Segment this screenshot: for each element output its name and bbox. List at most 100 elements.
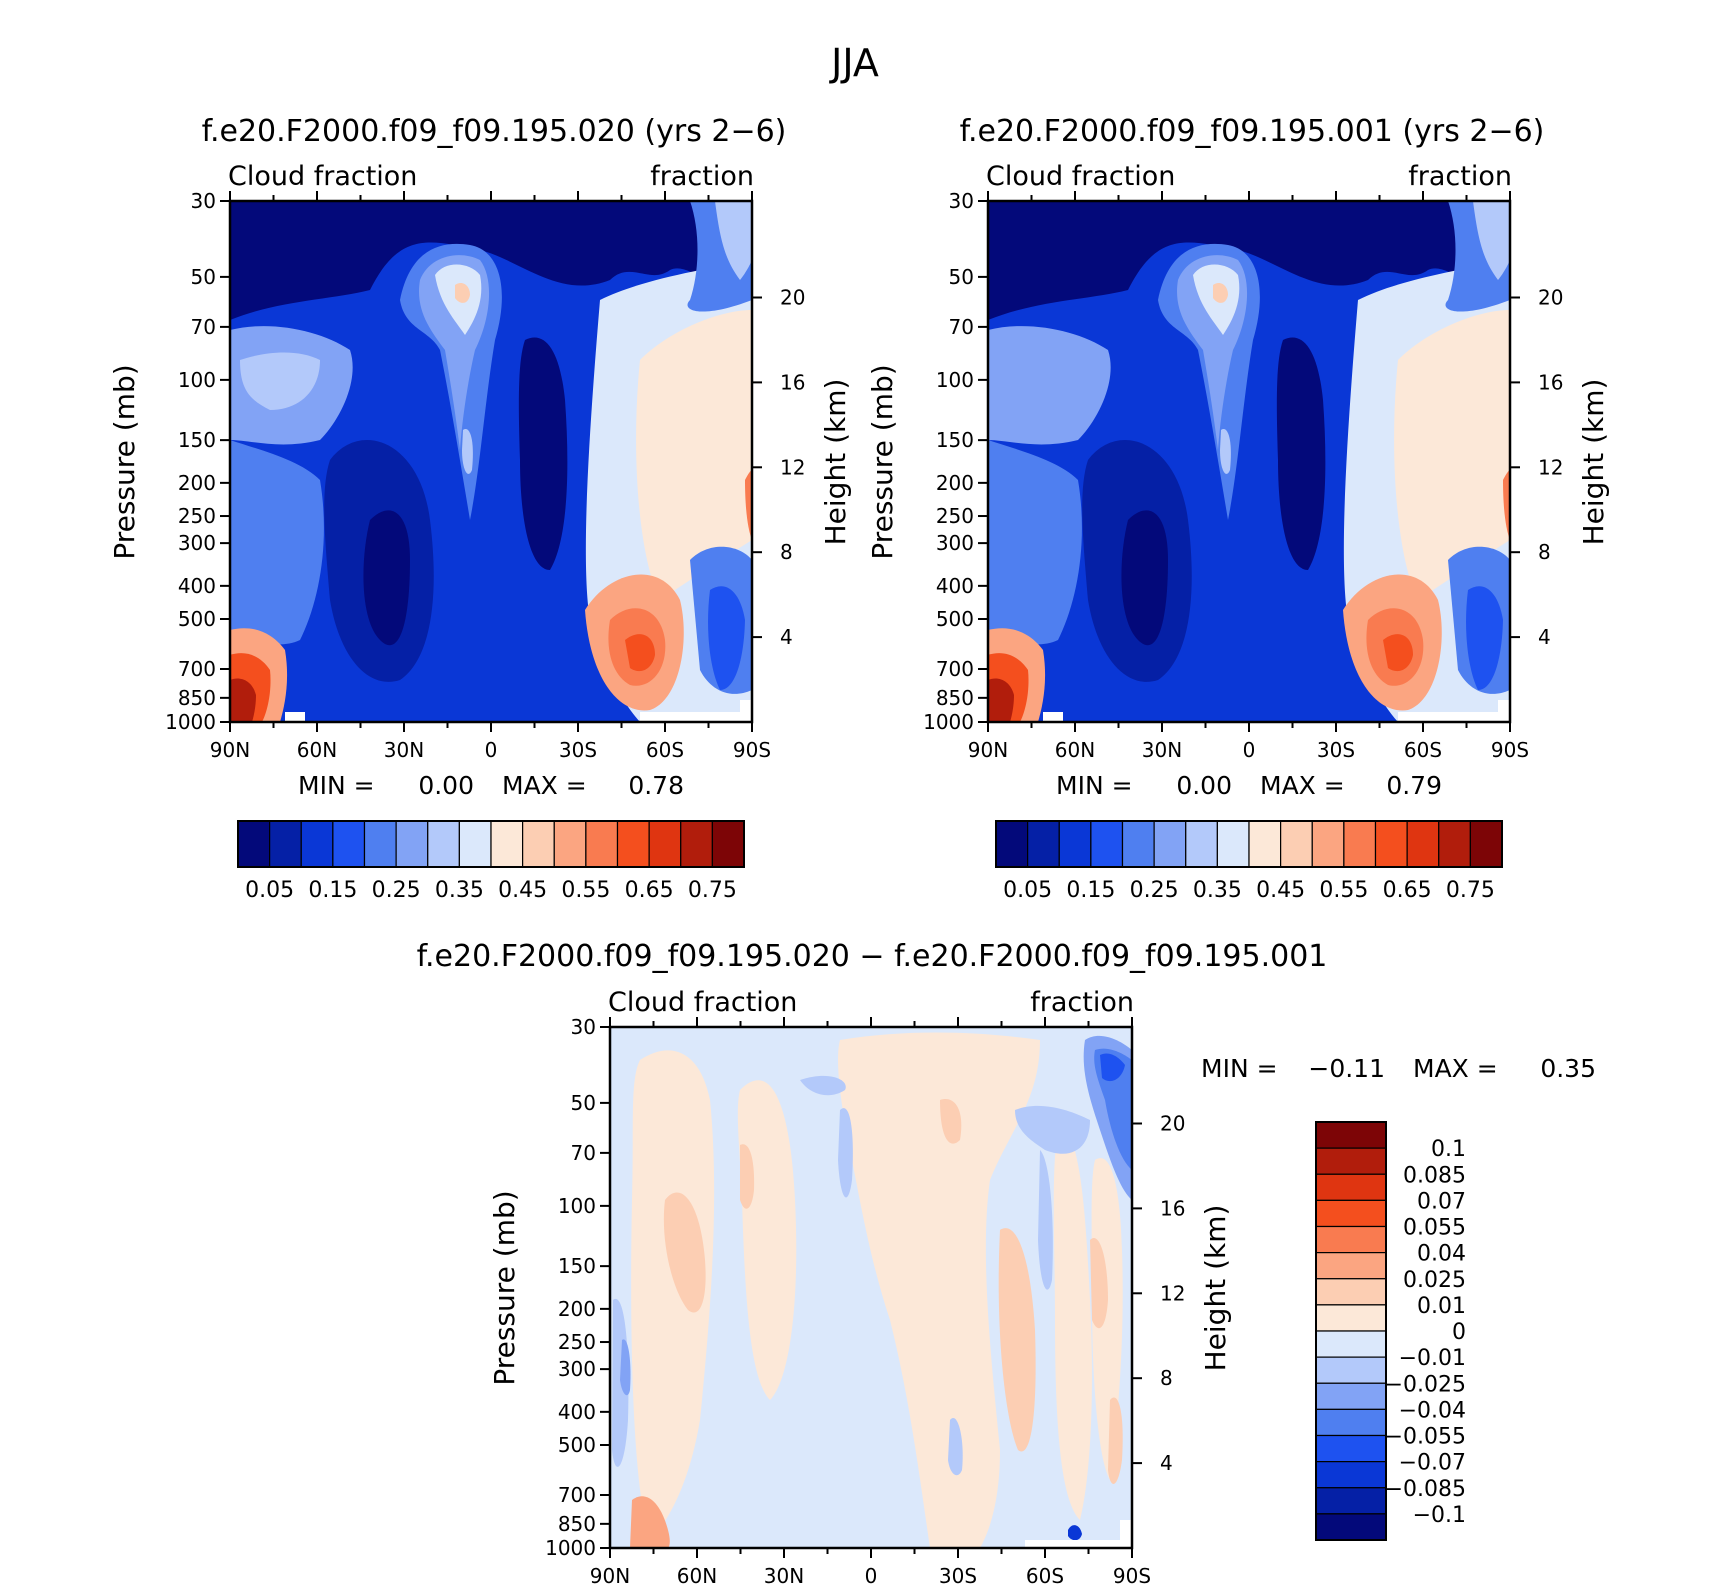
colorbar-swatch bbox=[427, 820, 460, 868]
x-tick-label: 0 bbox=[485, 738, 498, 762]
panel-difference: f.e20.F2000.f09_f09.195.020 − f.e20.F200… bbox=[417, 939, 1596, 1588]
x-tick-label: 60S bbox=[1026, 1564, 1064, 1588]
colorbar-frame bbox=[1315, 1121, 1387, 1541]
height-tick-label: 16 bbox=[1160, 1196, 1185, 1220]
colorbar-label: 0.75 bbox=[1446, 878, 1495, 903]
y-tick-label: 70 bbox=[191, 315, 216, 339]
colorbar-swatch bbox=[1343, 820, 1377, 868]
y-tick-label: 400 bbox=[936, 574, 974, 598]
colorbar-swatch bbox=[1315, 1382, 1387, 1410]
y-tick-label: 1000 bbox=[923, 710, 974, 734]
colorbar-label: 0.65 bbox=[625, 878, 674, 903]
y-tick-label: 700 bbox=[936, 657, 974, 681]
colorbar-label: 0.05 bbox=[245, 878, 294, 903]
x-tick-label: 30S bbox=[939, 1564, 977, 1588]
y-tick-label: 300 bbox=[558, 1357, 596, 1381]
colorbar-swatch bbox=[553, 820, 587, 868]
y-axis-label: Pressure (mb) bbox=[866, 364, 899, 559]
colorbar-swatch bbox=[1027, 820, 1060, 868]
colorbar-label: 0.25 bbox=[1130, 878, 1179, 903]
colorbar-label: 0.025 bbox=[1403, 1268, 1466, 1293]
figure-title: JJA bbox=[829, 41, 879, 85]
panel-right-label: fraction bbox=[1030, 987, 1134, 1018]
max-label: MAX = bbox=[502, 771, 587, 800]
y-tick-label: 70 bbox=[571, 1141, 596, 1165]
colorbar-swatch bbox=[458, 820, 492, 868]
colorbar-swatch bbox=[1121, 820, 1155, 868]
panel-right-label: fraction bbox=[1408, 161, 1512, 192]
height-tick-label: 4 bbox=[1538, 625, 1551, 649]
height-tick-label: 4 bbox=[780, 625, 793, 649]
colorbar-label: 0.055 bbox=[1403, 1216, 1466, 1241]
x-tick-label: 90S bbox=[1491, 738, 1529, 762]
height-tick-label: 8 bbox=[1538, 540, 1551, 564]
colorbar-label: 0.35 bbox=[1193, 878, 1242, 903]
colorbar-swatch bbox=[1438, 820, 1471, 868]
x-tick-label: 60S bbox=[1404, 738, 1442, 762]
max-label: MAX = bbox=[1260, 771, 1345, 800]
colorbar-label: 0.07 bbox=[1417, 1189, 1466, 1214]
colorbar-label: −0.01 bbox=[1399, 1346, 1466, 1371]
colorbar: 0.05 0.15 0.25 0.35 0.45 0.55 0.65 0.75 bbox=[237, 820, 745, 903]
colorbar-label: 0.15 bbox=[1066, 878, 1115, 903]
y-tick-label: 700 bbox=[558, 1483, 596, 1507]
y-tick-label: 250 bbox=[558, 1330, 596, 1354]
height-tick-label: 12 bbox=[1160, 1281, 1185, 1305]
y-tick-label: 150 bbox=[558, 1254, 596, 1278]
colorbar-swatch bbox=[1311, 820, 1345, 868]
colorbar-swatch bbox=[1315, 1434, 1387, 1463]
min-label: MIN = bbox=[298, 771, 375, 800]
max-label: MAX = bbox=[1413, 1054, 1498, 1083]
colorbar-swatch bbox=[1185, 820, 1218, 868]
colorbar-label: 0.35 bbox=[435, 878, 484, 903]
colorbar-swatch bbox=[1469, 820, 1503, 868]
height-tick-label: 16 bbox=[780, 370, 805, 394]
colorbar-swatch bbox=[1315, 1199, 1387, 1228]
colorbar-label: 0.45 bbox=[1256, 878, 1305, 903]
colorbar-swatch bbox=[995, 820, 1029, 868]
y-tick-label: 100 bbox=[936, 368, 974, 392]
colorbar-swatch bbox=[1315, 1513, 1387, 1541]
colorbar-label: −0.04 bbox=[1399, 1398, 1466, 1423]
panel-left-label: Cloud fraction bbox=[228, 161, 417, 192]
y-tick-label: 850 bbox=[178, 686, 216, 710]
y-tick-label: 300 bbox=[178, 531, 216, 555]
x-tick-label: 60N bbox=[297, 738, 337, 762]
colorbar-swatch bbox=[711, 820, 745, 868]
colorbar-swatch bbox=[1248, 820, 1282, 868]
contour-field bbox=[610, 1027, 1132, 1548]
min-label: MIN = bbox=[1056, 771, 1133, 800]
y-axis-right-label: Height (km) bbox=[1577, 379, 1610, 546]
x-tick-label: 30S bbox=[559, 738, 597, 762]
colorbar-frame bbox=[237, 820, 745, 868]
colorbar-swatch bbox=[1216, 820, 1250, 868]
colorbar-label: 0.55 bbox=[561, 878, 610, 903]
panel-title: f.e20.F2000.f09_f09.195.001 (yrs 2−6) bbox=[960, 114, 1545, 149]
x-tick-label: 90N bbox=[590, 1564, 630, 1588]
y-tick-label: 30 bbox=[571, 1015, 596, 1039]
colorbar-label: 0.01 bbox=[1417, 1294, 1466, 1319]
colorbar-swatch bbox=[1315, 1173, 1387, 1201]
y-tick-label: 1000 bbox=[545, 1536, 596, 1560]
colorbar-swatch bbox=[1153, 820, 1187, 868]
max-value: 0.79 bbox=[1386, 771, 1442, 800]
panel-title: f.e20.F2000.f09_f09.195.020 (yrs 2−6) bbox=[202, 114, 787, 149]
max-value: 0.78 bbox=[628, 771, 684, 800]
colorbar-swatch bbox=[1280, 820, 1313, 868]
height-tick-label: 4 bbox=[1160, 1451, 1173, 1475]
colorbar-label: 0.45 bbox=[498, 878, 547, 903]
x-tick-label: 30N bbox=[384, 738, 424, 762]
colorbar-swatch bbox=[1315, 1356, 1387, 1384]
contour-field bbox=[988, 201, 1510, 722]
colorbar-label: 0.55 bbox=[1319, 878, 1368, 903]
x-tick-label: 60S bbox=[646, 738, 684, 762]
colorbar-swatch bbox=[1315, 1408, 1387, 1437]
panel-title: f.e20.F2000.f09_f09.195.020 − f.e20.F200… bbox=[417, 939, 1328, 974]
colorbar-label: 0.085 bbox=[1403, 1163, 1466, 1188]
colorbar-swatch bbox=[1090, 820, 1124, 868]
colorbar-swatch bbox=[522, 820, 555, 868]
y-tick-label: 250 bbox=[178, 504, 216, 528]
colorbar-swatch bbox=[1315, 1461, 1387, 1489]
x-tick-label: 90N bbox=[968, 738, 1008, 762]
x-tick-label: 90N bbox=[210, 738, 250, 762]
